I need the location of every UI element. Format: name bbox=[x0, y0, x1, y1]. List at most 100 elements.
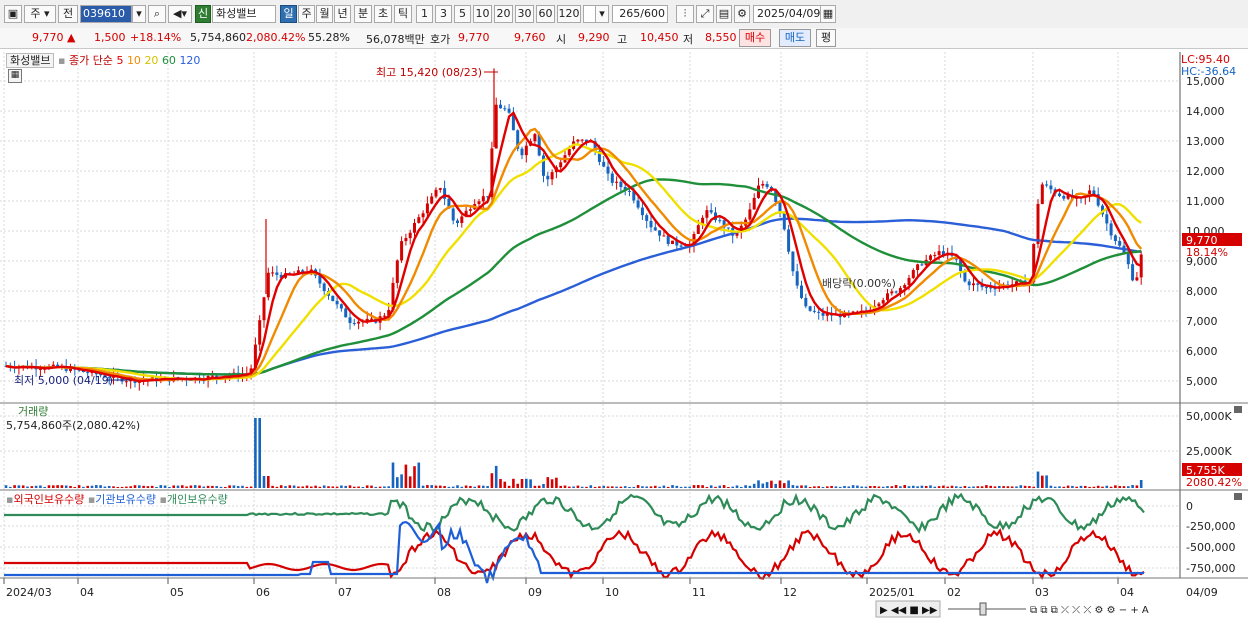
save-icon[interactable]: ▤ bbox=[716, 5, 732, 23]
price-legend: 화성밸브 ▪ 종가 단순 5 10 20 60 120 bbox=[6, 52, 200, 68]
volume-bar bbox=[434, 485, 438, 488]
volume-bar bbox=[1122, 486, 1126, 488]
count-field[interactable]: 265/600 bbox=[612, 5, 668, 23]
legend-individual[interactable]: 개인보유수량 bbox=[166, 493, 228, 506]
ma-60-line bbox=[5, 178, 1142, 376]
volume-bar bbox=[1075, 486, 1078, 488]
speaker-icon[interactable]: ◀▾ bbox=[168, 5, 192, 23]
hc-label: HC:-36.64 bbox=[1181, 65, 1236, 78]
custom-interval-dropdown-icon[interactable]: ▾ bbox=[595, 5, 609, 23]
interval-3[interactable]: 3 bbox=[435, 5, 452, 23]
tab-tick[interactable]: 틱 bbox=[394, 5, 412, 23]
candle-body bbox=[679, 245, 683, 247]
candle-body bbox=[524, 145, 528, 156]
price-axis-tick: 11,000 bbox=[1186, 195, 1225, 208]
volume-bar bbox=[335, 486, 339, 488]
settings-icon[interactable]: ⚙ bbox=[734, 5, 750, 23]
candle-body bbox=[382, 315, 386, 317]
holding-panel-close-icon[interactable] bbox=[1234, 493, 1242, 500]
volume-bar bbox=[490, 473, 494, 488]
scroll-buttons[interactable] bbox=[875, 600, 941, 618]
tab-year[interactable]: 년 bbox=[334, 5, 351, 23]
tab-second[interactable]: 초 bbox=[374, 5, 392, 23]
candle-body bbox=[933, 255, 937, 257]
ma-5[interactable]: 5 bbox=[116, 54, 124, 67]
menu-icon[interactable]: ▣ bbox=[4, 5, 22, 23]
candle-body bbox=[542, 155, 545, 176]
volume-bar bbox=[783, 483, 786, 488]
volume-bar bbox=[520, 479, 524, 488]
volume-bar bbox=[778, 480, 782, 488]
volume-bar bbox=[297, 486, 300, 488]
ma-120[interactable]: 120 bbox=[179, 54, 201, 67]
candle-body bbox=[898, 288, 902, 293]
chart-type-icon[interactable]: ⫶ bbox=[676, 5, 694, 23]
volume-bar bbox=[267, 476, 270, 488]
candle-body bbox=[800, 285, 803, 298]
ex-dividend-note: 배당락(0.00%) bbox=[822, 277, 896, 290]
interval-60[interactable]: 60 bbox=[536, 5, 555, 23]
sell-button[interactable]: 매도 bbox=[779, 29, 811, 47]
high-price: 10,450 bbox=[640, 31, 679, 44]
ma-10[interactable]: 10 bbox=[126, 54, 141, 67]
buy-button[interactable]: 매수 bbox=[739, 29, 771, 47]
tab-day[interactable]: 일 bbox=[280, 5, 297, 23]
chart-area[interactable]: 15,000 14,000 13,000 12,000 11,000 10,000 9,00… bbox=[0, 50, 1248, 621]
period-kind-select[interactable]: 전 bbox=[58, 5, 78, 23]
calendar-icon[interactable]: ▦ bbox=[820, 5, 836, 23]
eval-button[interactable]: 평 bbox=[816, 29, 836, 47]
interval-1[interactable]: 1 bbox=[416, 5, 433, 23]
candle-body bbox=[1096, 194, 1100, 206]
draw-tool-icon[interactable]: ⤢ bbox=[696, 5, 714, 23]
chart-tool-icons[interactable]: ⧉ ⧉ ⧉ ⤫ ⤫ ⤫ ⚙ ⚙ − + A bbox=[1030, 605, 1149, 616]
volume-bar bbox=[464, 485, 468, 488]
candle-body bbox=[425, 203, 429, 214]
market-select[interactable]: 주 ▾ bbox=[24, 5, 56, 23]
stock-name-field[interactable]: 화성밸브 bbox=[212, 5, 276, 23]
toolbar: ▣ 주 ▾ 전 039610 ▾ ⌕ ◀▾ 신 화성밸브 일 주 월 년 분 초… bbox=[0, 0, 1248, 29]
interval-5[interactable]: 5 bbox=[454, 5, 471, 23]
candle-body bbox=[881, 300, 885, 304]
tab-month[interactable]: 월 bbox=[316, 5, 333, 23]
interval-120[interactable]: 120 bbox=[557, 5, 581, 23]
volume-panel-close-icon[interactable] bbox=[1234, 406, 1242, 413]
interval-10[interactable]: 10 bbox=[473, 5, 492, 23]
volume-bar bbox=[899, 486, 902, 488]
low-label: 저 bbox=[683, 33, 694, 46]
volume-bar bbox=[456, 485, 459, 488]
candle-body bbox=[533, 134, 537, 142]
legend-institution[interactable]: 기관보유수량 bbox=[95, 493, 157, 506]
legend-foreign[interactable]: 외국인보유수량 bbox=[13, 493, 85, 506]
candle-body bbox=[894, 291, 898, 293]
ma-60[interactable]: 60 bbox=[161, 54, 176, 67]
chart-canvas[interactable]: 15,00014,00013,00012,00011,00010,0009,00… bbox=[0, 50, 1248, 621]
interval-20[interactable]: 20 bbox=[494, 5, 513, 23]
tab-minute[interactable]: 분 bbox=[354, 5, 372, 23]
candle-body bbox=[1049, 185, 1053, 190]
candle-body bbox=[606, 166, 610, 174]
code-input[interactable]: 039610 bbox=[80, 5, 132, 23]
volume-bar bbox=[279, 485, 283, 488]
scroll-nav-icons[interactable]: ▶ ◀◀ ■ ▶▶ bbox=[880, 605, 938, 616]
tab-week[interactable]: 주 bbox=[298, 5, 315, 23]
volume-bar bbox=[550, 479, 554, 488]
table-toggle-icon[interactable]: ▦ bbox=[8, 69, 22, 83]
candle-body bbox=[370, 318, 373, 320]
volume-bar bbox=[533, 485, 537, 488]
ma-20[interactable]: 20 bbox=[144, 54, 159, 67]
volume-bar bbox=[176, 485, 180, 488]
candle-body bbox=[851, 311, 855, 313]
volume-bar bbox=[1058, 486, 1061, 488]
search-icon[interactable]: ⌕ bbox=[148, 5, 166, 23]
volume-bar bbox=[916, 486, 919, 488]
turnover-rate: 55.28% bbox=[308, 31, 350, 44]
stock-chip[interactable]: 화성밸브 bbox=[6, 53, 55, 68]
interval-30[interactable]: 30 bbox=[515, 5, 534, 23]
holding-axis-tick: -500,000 bbox=[1186, 541, 1235, 554]
date-field[interactable]: 2025/04/09 bbox=[753, 5, 821, 23]
code-dropdown-icon[interactable]: ▾ bbox=[132, 5, 146, 23]
candle-body bbox=[1118, 240, 1122, 246]
zoom-slider-handle[interactable] bbox=[979, 602, 987, 616]
volume-bar bbox=[1041, 475, 1044, 488]
volume-bar bbox=[937, 486, 941, 488]
